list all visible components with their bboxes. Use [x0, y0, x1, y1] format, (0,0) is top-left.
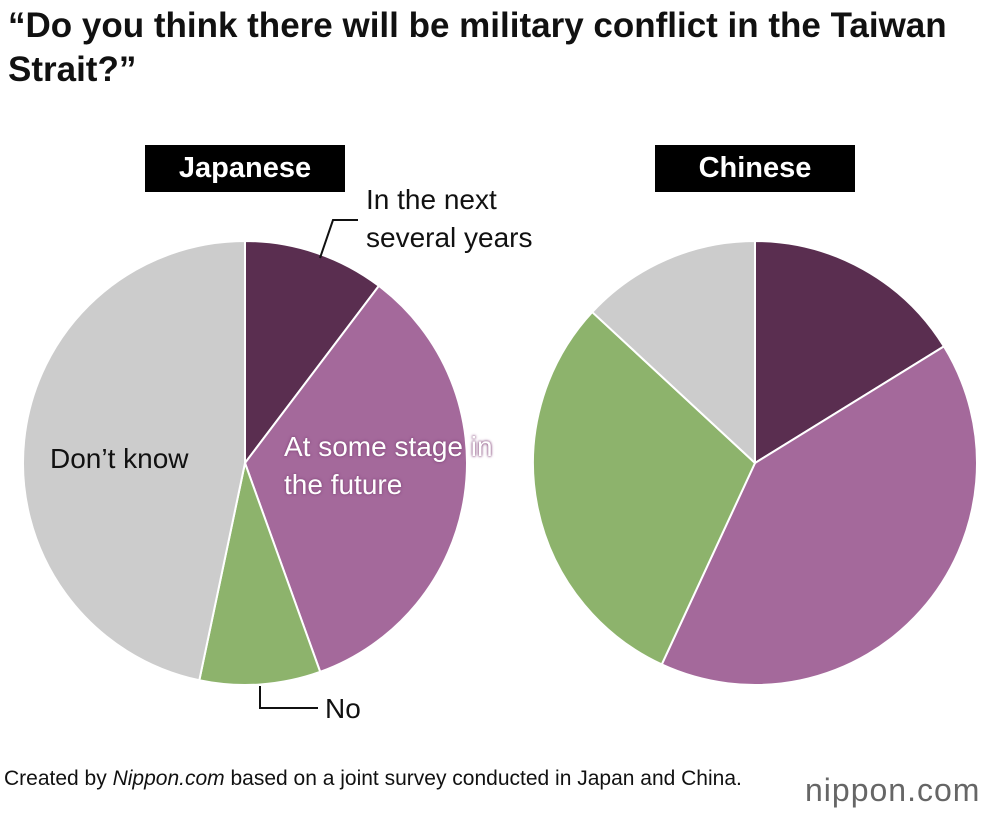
- pie-title: Chinese: [655, 145, 855, 192]
- pie-slice: [244, 240, 380, 464]
- pie-title: Japanese: [145, 145, 345, 192]
- pie-slice: [532, 311, 756, 666]
- pie-slice: [660, 345, 978, 686]
- slice-label: At some stage in the future: [284, 431, 493, 500]
- pie-slice: [591, 240, 756, 464]
- footnote-source: Nippon.com: [112, 767, 225, 790]
- pie-slice: [244, 284, 468, 673]
- pie-slice: [198, 462, 322, 686]
- slice-label: Don’t know: [50, 443, 189, 474]
- pie-slice: [22, 240, 246, 682]
- title: “Do you think there will be military con…: [8, 6, 947, 89]
- leader-line: [319, 219, 358, 259]
- footnote-text: based on a joint survey conducted in Jap…: [230, 767, 742, 790]
- slice-label: In the next several years: [366, 184, 533, 253]
- slice-label: No: [325, 693, 361, 724]
- logo: nippon.com: [805, 772, 981, 808]
- pie-slice: [754, 240, 945, 464]
- footnote-text: Created by: [4, 767, 107, 790]
- leader-line: [259, 686, 318, 709]
- footnote: Created by Nippon.com based on a joint s…: [4, 766, 764, 792]
